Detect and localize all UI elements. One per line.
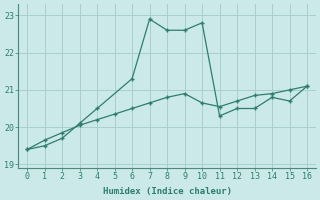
X-axis label: Humidex (Indice chaleur): Humidex (Indice chaleur) [103,187,232,196]
